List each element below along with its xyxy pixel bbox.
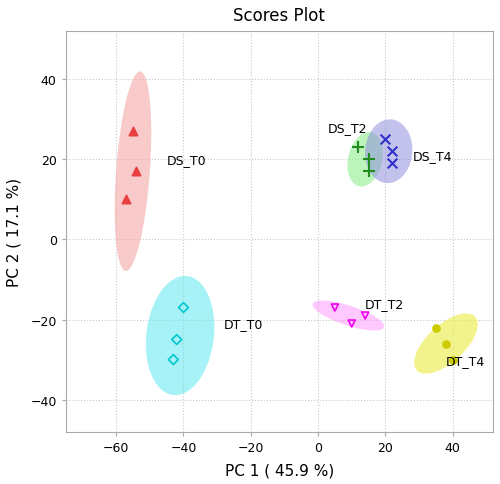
Point (432, 324, 440, 332)
Point (129, 128, 137, 136)
Ellipse shape (312, 301, 384, 331)
Point (170, 356, 177, 363)
Text: DS_T2: DS_T2 (328, 122, 368, 135)
Ellipse shape (414, 314, 478, 374)
Text: DT_T2: DT_T2 (365, 298, 405, 311)
Point (331, 304, 339, 312)
Point (388, 148, 396, 156)
Point (364, 168, 372, 176)
Point (388, 160, 396, 168)
Point (442, 340, 450, 348)
Point (348, 320, 356, 328)
Point (448, 356, 456, 363)
Text: DT_T0: DT_T0 (224, 318, 263, 331)
Text: DT_T4: DT_T4 (446, 354, 485, 367)
Point (382, 136, 390, 144)
Point (180, 304, 188, 312)
Ellipse shape (114, 72, 152, 272)
Point (361, 312, 369, 320)
Point (132, 168, 140, 176)
X-axis label: PC 1 ( 45.9 %): PC 1 ( 45.9 %) (224, 462, 334, 477)
Title: Scores Plot: Scores Plot (234, 7, 326, 25)
Ellipse shape (348, 133, 383, 187)
Point (122, 196, 130, 204)
Text: DS_T0: DS_T0 (166, 154, 206, 167)
Point (364, 156, 372, 164)
Y-axis label: PC 2 ( 17.1 %): PC 2 ( 17.1 %) (7, 178, 22, 287)
Point (172, 336, 180, 344)
Text: DS_T4: DS_T4 (412, 150, 452, 163)
Ellipse shape (365, 120, 412, 184)
Point (354, 144, 362, 152)
Ellipse shape (146, 276, 214, 395)
